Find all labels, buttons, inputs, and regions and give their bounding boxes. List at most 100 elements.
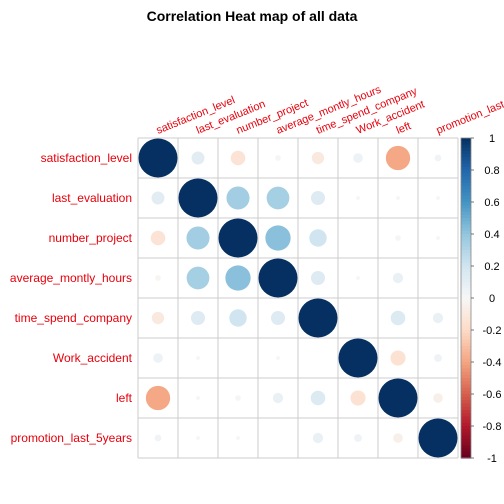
correlation-circle-Work_accident-left (390, 350, 406, 366)
colorbar-segment (461, 419, 471, 424)
colorbar-segment (461, 246, 471, 251)
colorbar-segment (461, 266, 471, 270)
colorbar-segment (461, 410, 471, 414)
correlation-circle-number_project-left (395, 235, 401, 241)
colorbar-segment (461, 445, 471, 449)
correlation-circle-average_montly_hours-average_montly_hours (258, 258, 298, 298)
colorbar-segment (461, 138, 471, 142)
correlation-circle-time_spend_company-time_spend_company (298, 298, 338, 338)
colorbar-tick-label: -0.4 (483, 357, 502, 369)
correlation-circle-left-average_montly_hours (272, 392, 284, 404)
chart-title: Correlation Heat map of all data (146, 8, 358, 24)
colorbar-tick-label: 0.6 (484, 197, 499, 209)
colorbar-tick-label: 0 (489, 293, 495, 305)
colorbar-segment (461, 429, 471, 433)
colorbar-segment (461, 314, 471, 318)
correlation-circle-last_evaluation-Work_accident (356, 196, 360, 200)
colorbar-segment (461, 285, 471, 289)
correlation-circle-last_evaluation-time_spend_company (310, 190, 326, 206)
colorbar-segment (461, 362, 471, 366)
colorbar-segment (461, 365, 471, 369)
colorbar-segment (461, 282, 471, 286)
colorbar-segment (461, 387, 471, 392)
row-label-time_spend_company: time_spend_company (15, 311, 132, 325)
colorbar-segment (461, 150, 471, 155)
colorbar-segment (461, 416, 471, 421)
correlation-circle-average_montly_hours-left (392, 272, 404, 284)
colorbar-tick-label: 0.2 (484, 261, 499, 273)
colorbar-segment (461, 310, 471, 315)
colorbar-segment (461, 403, 471, 408)
colorbar-segment (461, 237, 471, 241)
correlation-circle-number_project-promotion_last_5years (436, 236, 440, 240)
row-label-Work_accident: Work_accident (53, 351, 133, 365)
correlation-circle-promotion_last_5years-promotion_last_5years (418, 418, 458, 458)
colorbar-segment (461, 189, 471, 193)
row-label-number_project: number_project (49, 231, 133, 245)
colorbar-segment (461, 230, 471, 235)
colorbar-segment (461, 186, 471, 190)
colorbar-segment (461, 451, 471, 456)
colorbar-segment (461, 192, 471, 197)
colorbar-tick-label: -0.6 (483, 389, 502, 401)
correlation-circle-promotion_last_5years-left (393, 433, 403, 443)
correlation-circle-satisfaction_level-promotion_last_5years (434, 154, 442, 162)
correlation-circle-average_montly_hours-last_evaluation (186, 266, 210, 290)
colorbar-segment (461, 307, 471, 312)
colorbar-segment (461, 205, 471, 209)
column-label-left: left (395, 120, 413, 137)
correlation-circle-Work_accident-satisfaction_level (153, 353, 163, 363)
colorbar-segment (461, 195, 471, 200)
correlation-circle-Work_accident-last_evaluation (196, 356, 200, 360)
colorbar-segment (461, 384, 471, 389)
row-label-last_evaluation: last_evaluation (52, 191, 132, 205)
correlation-circle-satisfaction_level-time_spend_company (311, 151, 325, 165)
colorbar-segment (461, 182, 471, 187)
colorbar-segment (461, 227, 471, 232)
colorbar-segment (461, 154, 471, 158)
correlation-circle-satisfaction_level-number_project (230, 150, 246, 166)
colorbar-segment (461, 214, 471, 219)
correlation-circle-number_project-last_evaluation (186, 226, 210, 250)
correlation-circle-left-number_project (235, 395, 241, 401)
colorbar-segment (461, 202, 471, 206)
colorbar-segment (461, 243, 471, 248)
correlation-circle-left-time_spend_company (310, 390, 326, 406)
correlation-circle-satisfaction_level-last_evaluation (191, 151, 205, 165)
correlation-circle-last_evaluation-number_project (226, 186, 250, 210)
colorbar-segment (461, 342, 471, 347)
colorbar-segment (461, 272, 471, 277)
correlation-circle-satisfaction_level-satisfaction_level (138, 138, 178, 178)
correlation-circle-satisfaction_level-left (385, 145, 411, 171)
correlation-circle-Work_accident-Work_accident (338, 338, 378, 378)
row-label-promotion_last_5years: promotion_last_5years (11, 431, 132, 445)
correlation-circle-average_montly_hours-satisfaction_level (155, 275, 161, 281)
correlation-circle-last_evaluation-satisfaction_level (151, 191, 165, 205)
colorbar-segment (461, 163, 471, 168)
correlation-circle-last_evaluation-left (396, 196, 400, 200)
colorbar-segment (461, 269, 471, 273)
colorbar-segment (461, 426, 471, 430)
correlation-circle-time_spend_company-promotion_last_5years (432, 312, 444, 324)
colorbar-segment (461, 147, 471, 152)
colorbar-segment (461, 144, 471, 149)
colorbar-segment (461, 301, 471, 305)
colorbar-segment (461, 323, 471, 328)
colorbar-segment (461, 275, 471, 280)
correlation-circle-last_evaluation-average_montly_hours (266, 186, 290, 210)
colorbar-segment (461, 378, 471, 382)
correlation-circle-Work_accident-promotion_last_5years (434, 354, 442, 362)
colorbar-segment (461, 442, 471, 446)
correlation-circle-time_spend_company-average_montly_hours (270, 310, 286, 326)
colorbar-segment (461, 170, 471, 174)
correlation-circle-promotion_last_5years-number_project (236, 436, 240, 440)
colorbar-segment (461, 374, 471, 379)
colorbar: 1 0.8 0.6 0.4 0.2 0 -0.2 -0.4 -0.6 -0.8 -1 (460, 133, 502, 465)
colorbar-segment (461, 211, 471, 216)
colorbar-segment (461, 298, 471, 302)
correlation-circle-Work_accident-average_montly_hours (276, 356, 280, 360)
colorbar-segment (461, 250, 471, 254)
colorbar-segment (461, 336, 471, 341)
colorbar-segment (461, 349, 471, 353)
colorbar-segment (461, 397, 471, 401)
